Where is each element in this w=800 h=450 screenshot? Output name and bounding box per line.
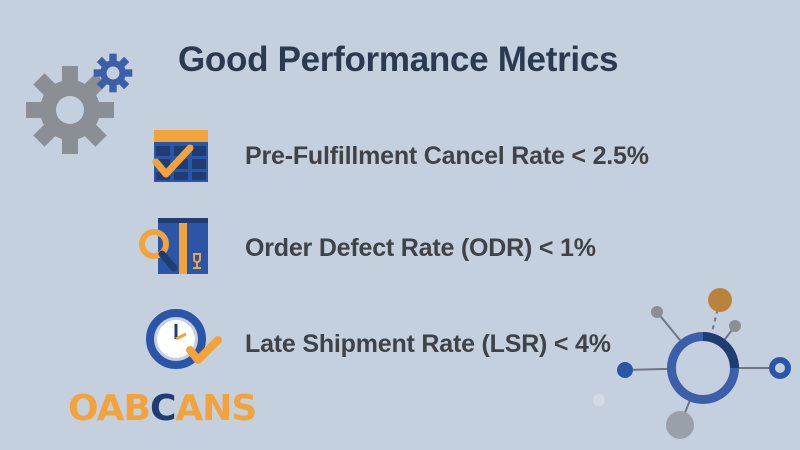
metric-cancel-rate: Pre-Fulfillment Cancel Rate < 2.5%	[245, 142, 649, 170]
brand-logo: OABCANS	[68, 388, 257, 429]
gear-icon-small	[93, 53, 133, 93]
logo-part-2: ANS	[175, 388, 257, 429]
page-title: Good Performance Metrics	[178, 40, 619, 79]
logo-part-1: OAB	[68, 388, 151, 429]
gear-icon-large	[26, 66, 114, 154]
calendar-check-icon	[152, 130, 208, 182]
network-hub-icon	[593, 288, 791, 439]
clock-check-icon	[146, 309, 222, 369]
metric-order-defect-rate: Order Defect Rate (ODR) < 1%	[245, 234, 596, 262]
metric-late-shipment-rate: Late Shipment Rate (LSR) < 4%	[245, 330, 611, 358]
package-magnifier-icon	[139, 218, 208, 274]
